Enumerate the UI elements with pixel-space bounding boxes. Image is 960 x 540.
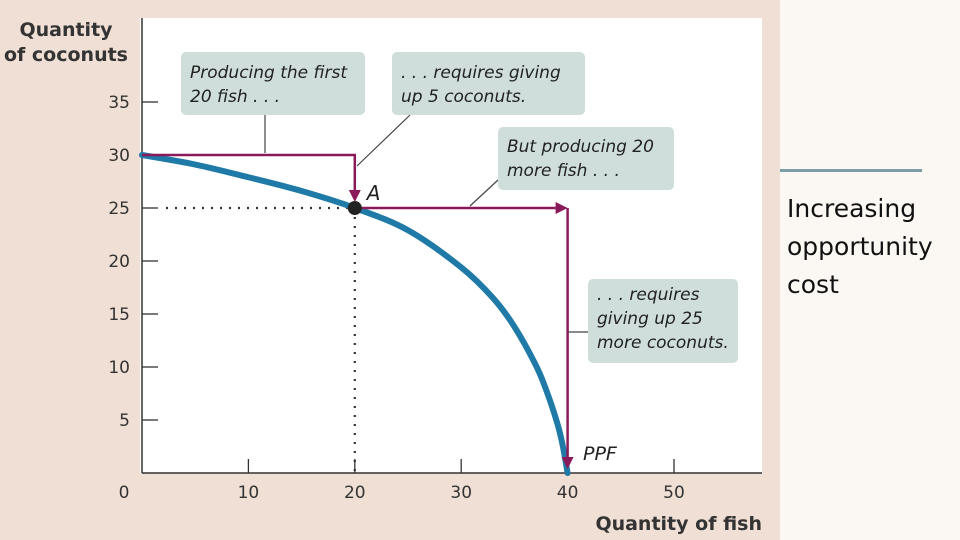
- x-tick-label: 0: [119, 483, 130, 503]
- y-tick-label: 35: [108, 93, 130, 113]
- callout-line: But producing 20: [507, 137, 654, 157]
- caption-line: cost: [787, 270, 839, 299]
- arrow-first-20-fish: [142, 153, 357, 198]
- callout-more-box: [498, 127, 674, 190]
- callout-line: . . . requires giving: [401, 63, 561, 83]
- callout-requires-5-text: . . . requires giving up 5 coconuts.: [401, 63, 561, 107]
- y-axis-title: Quantity of coconuts: [4, 19, 128, 66]
- callout-requires-5-leader: [356, 114, 411, 167]
- y-tick-label: 5: [119, 411, 130, 431]
- callout-line: more fish . . .: [507, 161, 620, 181]
- caption-line: opportunity: [787, 232, 933, 261]
- y-tick-label: 30: [108, 146, 130, 166]
- slide-divider: [780, 169, 922, 172]
- callout-first-text: Producing the first 20 fish . . .: [190, 63, 348, 107]
- callout-line: more coconuts.: [597, 333, 729, 353]
- callout-requires-5-box: [392, 52, 585, 115]
- callout-line: up 5 coconuts.: [401, 87, 526, 107]
- callout-first-box: [181, 52, 365, 115]
- point-a-label: A: [365, 181, 381, 205]
- ppf-label: PPF: [583, 443, 618, 465]
- y-tick-label: 10: [108, 358, 130, 378]
- callout-line: 20 fish . . .: [190, 87, 280, 107]
- callout-line: . . . requires: [597, 285, 700, 305]
- y-axis-title-line: of coconuts: [4, 44, 128, 66]
- callout-line: giving up 25: [597, 309, 703, 329]
- y-tick-label: 15: [108, 305, 130, 325]
- ppf-curve: [139, 152, 571, 476]
- y-tick-label: 25: [108, 199, 130, 219]
- x-tick-label: 40: [557, 483, 579, 503]
- caption-line: Increasing: [787, 194, 917, 223]
- x-axis-title: Quantity of fish: [595, 513, 762, 535]
- ppf-figure: 5 10 15 20 25 30 35 0 10 20 30 40 50 Quantity of cocon…: [0, 0, 780, 540]
- arrowhead-to-a: [348, 190, 361, 202]
- slide-caption: Increasing opportunity cost: [787, 190, 957, 304]
- callout-more-text: But producing 20 more fish . . .: [507, 137, 654, 181]
- x-tick-label: 10: [238, 483, 260, 503]
- x-tick-label: 20: [344, 483, 366, 503]
- callout-requires-25-text: . . . requires giving up 25 more coconuts.: [597, 285, 729, 353]
- x-tick-label: 30: [450, 483, 472, 503]
- arrowhead-to-ppf-end: [561, 457, 574, 469]
- x-tick-label: 50: [663, 483, 685, 503]
- point-a-marker: [347, 201, 362, 215]
- y-tick-label: 20: [108, 252, 130, 272]
- callout-requires-25-box: [588, 279, 738, 363]
- callout-line: Producing the first: [190, 63, 348, 83]
- arrowhead-right: [555, 202, 568, 214]
- callout-more-leader: [469, 179, 499, 207]
- y-axis-title-line: Quantity: [19, 19, 113, 41]
- ppf-chart: 5 10 15 20 25 30 35 0 10 20 30 40 50 Quantity of cocon…: [4, 18, 762, 535]
